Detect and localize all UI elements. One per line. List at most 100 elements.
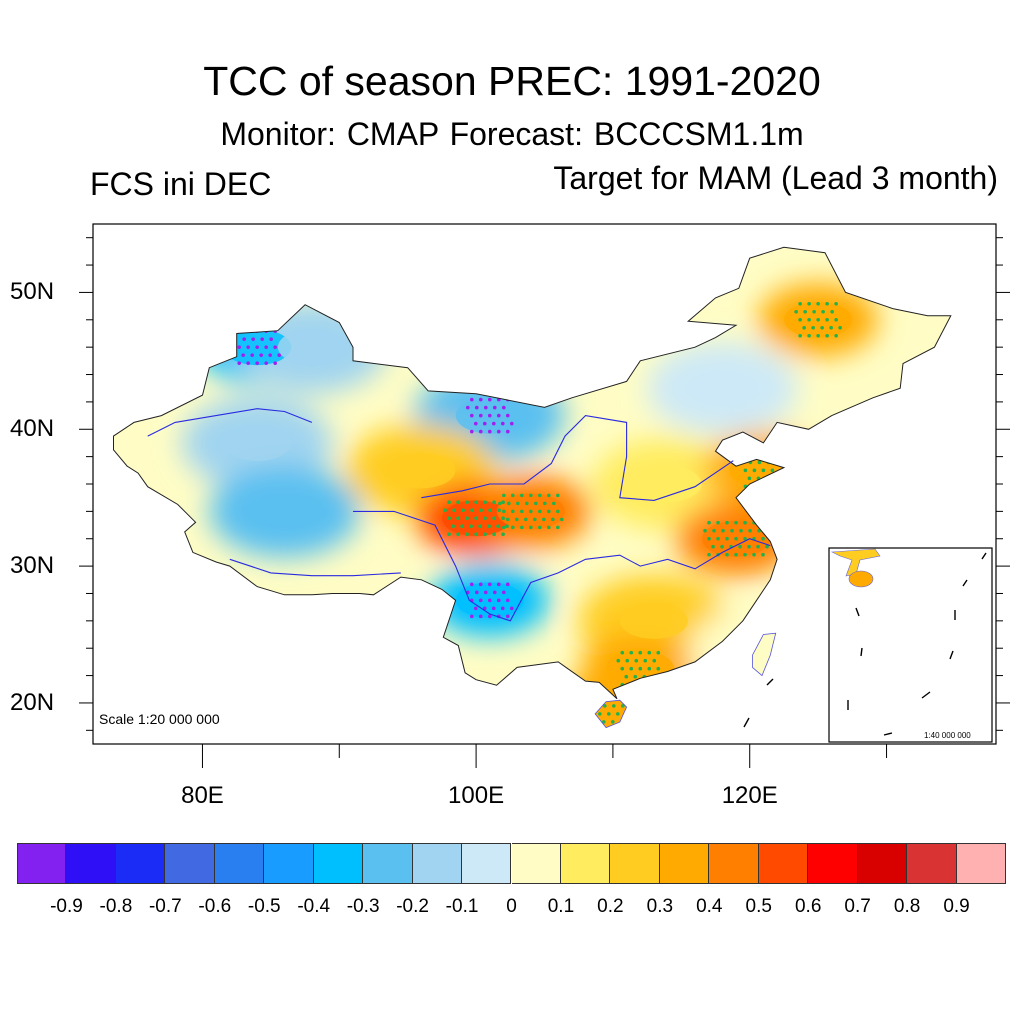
stipple-dot: [812, 309, 816, 314]
stipple-dot: [469, 413, 474, 418]
lon-tick-label: 80E: [181, 782, 224, 809]
stipple-dot: [794, 309, 798, 314]
country-border: [113, 246, 952, 700]
stipple-dot: [743, 552, 747, 557]
stipple-dot: [497, 508, 501, 513]
stipple-dot: [478, 429, 483, 434]
stipple-dot: [237, 345, 241, 349]
stipple-dot: [629, 666, 634, 671]
stipple-dot: [469, 524, 473, 529]
stipple-dot: [834, 333, 838, 338]
stipple-dot: [743, 520, 747, 525]
colorbar-box: [462, 843, 512, 884]
stipple-dot: [756, 544, 760, 549]
stipple-dot: [496, 598, 501, 603]
stipple-dot: [478, 614, 483, 619]
stipple-dot: [716, 536, 720, 541]
target-label: Target for MAM (Lead 3 month): [553, 160, 998, 196]
stipple-dot: [543, 501, 547, 506]
stipple-dot: [712, 528, 716, 533]
stipple-dot: [474, 405, 479, 410]
nine-dash-segment: [921, 691, 931, 699]
stipple-dot: [264, 345, 268, 349]
stipple-dot: [798, 333, 802, 338]
stipple-dot: [482, 606, 487, 611]
stipple-dot: [821, 309, 825, 314]
inset-scale-label: 1:40 000 000: [924, 731, 971, 740]
colorbar-label: 0.3: [646, 896, 674, 917]
nine-dash-segment: [860, 647, 863, 657]
stipple-dot: [487, 598, 492, 603]
stipple-dot: [721, 528, 725, 533]
colorbar-box: [659, 843, 710, 884]
river-line: [229, 558, 401, 577]
stipple-dot: [478, 397, 483, 402]
stipple-dot: [607, 712, 611, 716]
stipple-dot: [496, 429, 501, 434]
nine-dash-segment: [981, 552, 987, 560]
stipple-dot: [734, 520, 738, 525]
chart-title: TCC of season PREC: 1991-2020: [203, 58, 821, 104]
stipple-dot: [447, 532, 451, 537]
stipple-dot: [505, 429, 510, 434]
stipple-dot: [647, 666, 652, 671]
stipple-dot: [473, 606, 478, 611]
stipple-dot: [259, 353, 263, 357]
nine-dash-segment: [766, 678, 774, 686]
stipple-dot: [748, 528, 752, 533]
river-line: [353, 510, 771, 622]
stipple-dot: [761, 468, 766, 473]
nine-dash-segment: [883, 732, 893, 736]
stipple-dot: [501, 405, 506, 410]
stipple-dot: [509, 421, 514, 426]
hainan-coast: [594, 699, 628, 729]
stipple-dot: [447, 516, 451, 521]
stipple-dot: [465, 516, 469, 521]
stipple-dot: [505, 598, 510, 603]
stipple-dot: [533, 517, 537, 522]
stipple-dot: [739, 528, 743, 533]
stipple-dot: [469, 582, 474, 587]
stipple-dot: [656, 650, 661, 655]
stipple-dot: [501, 590, 506, 595]
stipple-dot: [264, 361, 268, 365]
init-label: FCS ini DEC: [90, 166, 272, 202]
colorbar-box: [857, 843, 908, 884]
stipple-dot: [246, 361, 250, 365]
stipple-dot: [498, 501, 502, 506]
stipple-dot: [487, 524, 491, 529]
stipple-dot: [620, 650, 625, 655]
colorbar-label: 0.6: [794, 896, 822, 917]
colorbar-box: [907, 843, 957, 884]
stipple-dot: [629, 650, 634, 655]
nine-dash-segment: [743, 717, 750, 728]
stipple-dot: [556, 493, 560, 498]
stipple-dot: [456, 516, 460, 521]
stipple-dot: [652, 658, 657, 663]
stipple-dot: [807, 301, 811, 306]
nine-dash-segment: [962, 579, 968, 587]
stipple-dot: [730, 528, 734, 533]
colorbar-box: [363, 843, 413, 884]
colorbar-label: -0.8: [99, 896, 133, 917]
stipple-dot: [273, 361, 277, 365]
stipple-dot: [465, 500, 469, 505]
colorbar-box: [412, 843, 463, 884]
stipple-dot: [551, 517, 555, 522]
stipple-dot: [505, 614, 510, 619]
stipple-dot: [516, 501, 520, 506]
stipple-dot: [483, 590, 488, 595]
stipple-dot: [470, 508, 474, 513]
stipple-dot: [634, 658, 639, 663]
stipple-dot: [487, 582, 492, 587]
stipple-dot: [520, 493, 524, 498]
stipple-dot: [707, 536, 711, 541]
stipple-dot: [656, 666, 661, 671]
stipple-dot: [825, 301, 829, 306]
colorbar-label: 0.5: [745, 896, 772, 917]
colorbar-box: [214, 843, 265, 884]
colorbar-box: [115, 843, 166, 884]
stipple-dot: [492, 405, 497, 410]
stipple-dot: [478, 413, 483, 418]
